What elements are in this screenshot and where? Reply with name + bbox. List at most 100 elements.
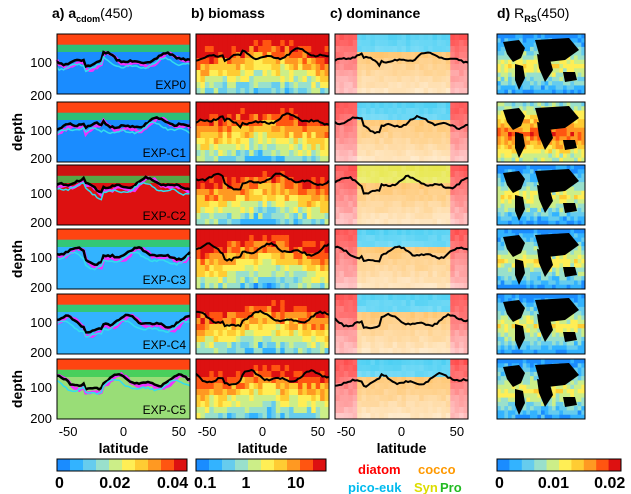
rrs-cell bbox=[552, 136, 557, 142]
rrs-cell bbox=[508, 169, 513, 175]
biomass-cell bbox=[315, 102, 321, 109]
dominance-cell bbox=[361, 102, 367, 109]
dominance-cell bbox=[392, 300, 398, 307]
dominance-cell bbox=[374, 171, 380, 178]
dominance-cell bbox=[436, 70, 442, 77]
rrs-cell bbox=[570, 216, 575, 222]
rrs-cell bbox=[581, 207, 586, 213]
biomass-cell bbox=[240, 70, 246, 77]
dominance-cell bbox=[392, 150, 398, 157]
biomass-cell bbox=[280, 294, 286, 301]
rrs-cell bbox=[566, 250, 571, 256]
dominance-cell bbox=[410, 64, 416, 71]
biomass-cell bbox=[218, 70, 224, 77]
biomass-cell bbox=[271, 138, 277, 145]
biomass-cell bbox=[200, 235, 206, 242]
biomass-cell bbox=[253, 389, 259, 396]
dominance-cell bbox=[388, 34, 394, 41]
biomass-cell bbox=[253, 365, 259, 372]
biomass-cell bbox=[266, 229, 272, 236]
rrs-cell bbox=[566, 68, 571, 74]
biomass-cell bbox=[196, 219, 201, 226]
dominance-cell bbox=[352, 336, 358, 343]
biomass-cell bbox=[275, 407, 281, 414]
rrs-cell bbox=[497, 216, 502, 222]
biomass-cell bbox=[266, 46, 272, 53]
biomass-cell bbox=[249, 277, 255, 284]
biomass-cell bbox=[249, 64, 255, 71]
dominance-cell bbox=[428, 138, 434, 145]
rrs-cell bbox=[544, 345, 549, 351]
biomass-cell bbox=[284, 259, 290, 266]
dominance-cell bbox=[352, 58, 358, 65]
rrs-cell bbox=[530, 46, 535, 52]
dominance-cell bbox=[423, 70, 429, 77]
rrs-cell bbox=[581, 34, 586, 39]
biomass-cell bbox=[262, 330, 268, 337]
dominance-cell bbox=[388, 156, 394, 163]
rrs-cell bbox=[504, 190, 509, 196]
biomass-cell bbox=[200, 271, 206, 278]
dominance-cell bbox=[463, 183, 469, 190]
biomass-cell bbox=[222, 126, 228, 133]
biomass-cell bbox=[253, 235, 259, 242]
dominance-cell bbox=[339, 229, 345, 236]
biomass-cell bbox=[284, 132, 290, 139]
biomass-cell bbox=[209, 413, 215, 420]
biomass-cell bbox=[200, 318, 206, 325]
biomass-cell bbox=[315, 114, 321, 121]
dominance-cell bbox=[361, 318, 367, 325]
biomass-cell bbox=[227, 401, 232, 408]
dominance-cell bbox=[388, 265, 394, 272]
rrs-cell bbox=[533, 177, 538, 183]
biomass-cell bbox=[320, 183, 326, 190]
rrs-cell bbox=[500, 114, 505, 120]
dominance-cell bbox=[432, 144, 438, 151]
biomass-cell bbox=[297, 235, 303, 242]
biomass-cell bbox=[213, 70, 219, 77]
rrs-cell bbox=[533, 241, 538, 247]
dominance-cell bbox=[405, 348, 411, 355]
rrs-cell bbox=[566, 349, 571, 355]
biomass-cell bbox=[200, 324, 206, 331]
rrs-cell bbox=[508, 212, 513, 217]
rrs-cell bbox=[522, 186, 527, 192]
rrs-cell bbox=[570, 89, 575, 95]
rrs-cell bbox=[559, 276, 564, 281]
biomass-cell bbox=[222, 156, 228, 163]
biomass-cell bbox=[244, 312, 250, 319]
dominance-cell bbox=[348, 40, 354, 47]
biomass-cell bbox=[266, 82, 272, 89]
dominance-cell bbox=[348, 201, 354, 208]
rrs-cell bbox=[555, 127, 560, 133]
dominance-cell bbox=[343, 34, 349, 41]
biomass-cell bbox=[284, 189, 290, 196]
biomass-cell bbox=[297, 34, 303, 41]
australia-shape bbox=[563, 203, 577, 213]
dominance-cell bbox=[459, 324, 465, 331]
dominance-cell bbox=[343, 294, 349, 301]
rrs-cell bbox=[570, 280, 575, 286]
dominance-cell bbox=[401, 201, 407, 208]
dominance-cell bbox=[410, 34, 416, 41]
biomass-cell bbox=[209, 46, 215, 53]
biomass-cell bbox=[209, 324, 215, 331]
dominance-cell bbox=[361, 330, 367, 337]
biomass-cell bbox=[244, 207, 250, 214]
biomass-cell bbox=[284, 126, 290, 133]
dominance-cell bbox=[450, 126, 456, 133]
dominance-cell bbox=[388, 259, 394, 266]
dominance-cell bbox=[392, 312, 398, 319]
biomass-cell bbox=[280, 114, 286, 121]
rrs-cell bbox=[530, 216, 535, 222]
rrs-cell bbox=[537, 220, 542, 226]
dominance-cell bbox=[410, 70, 416, 77]
biomass-cell bbox=[297, 156, 303, 163]
rrs-cell bbox=[526, 280, 531, 286]
mld-contour bbox=[195, 172, 330, 191]
biomass-cell bbox=[297, 306, 303, 313]
biomass-cell bbox=[196, 277, 201, 284]
dominance-cell bbox=[436, 207, 442, 214]
biomass-cell bbox=[222, 324, 228, 331]
biomass-cell bbox=[249, 183, 255, 190]
